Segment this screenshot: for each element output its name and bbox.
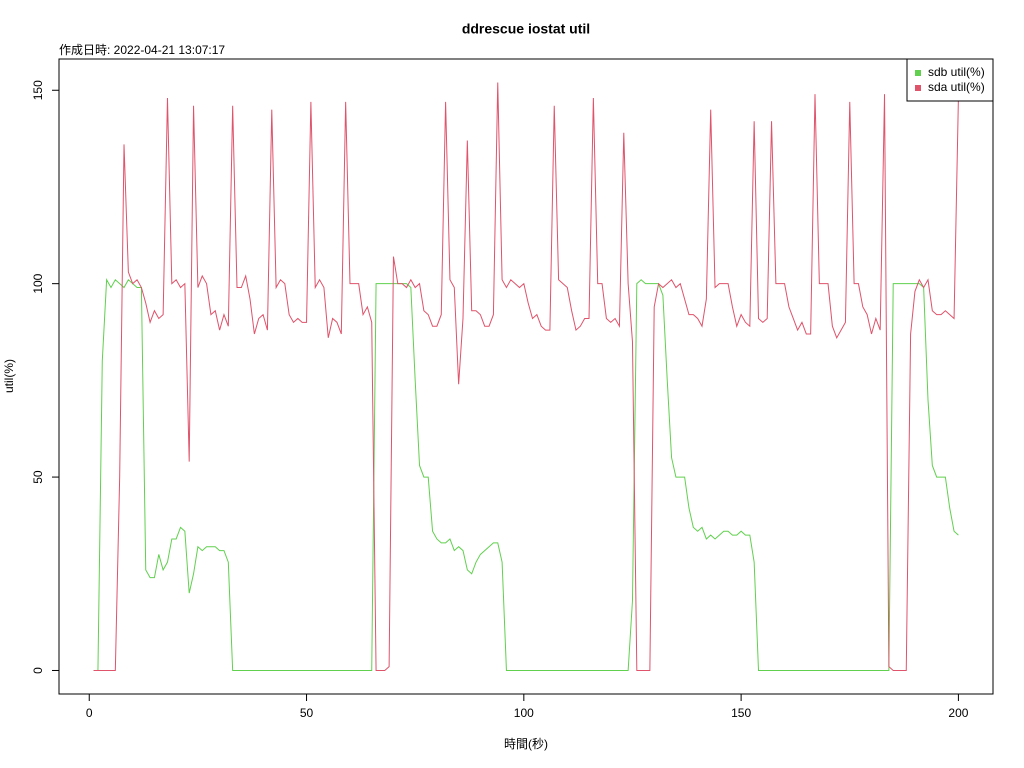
legend-swatch xyxy=(915,70,921,76)
legend-label: sdb util(%) xyxy=(928,65,985,79)
x-tick-label: 0 xyxy=(86,706,93,720)
legend-swatch xyxy=(915,85,921,91)
x-axis-label: 時間(秒) xyxy=(504,737,548,751)
chart-subtitle: 作成日時: 2022-04-21 13:07:17 xyxy=(59,43,225,57)
y-tick-label: 100 xyxy=(31,273,45,293)
series-line xyxy=(93,278,959,671)
legend-label: sda util(%) xyxy=(928,80,985,94)
series-line xyxy=(93,82,959,671)
y-tick-label: 50 xyxy=(31,470,45,484)
chart-title: ddrescue iostat util xyxy=(462,21,590,37)
x-tick-label: 50 xyxy=(300,706,314,720)
y-axis-label: util(%) xyxy=(2,359,16,393)
y-tick-label: 150 xyxy=(31,80,45,100)
x-tick-label: 200 xyxy=(948,706,968,720)
x-tick-label: 150 xyxy=(731,706,751,720)
x-tick-label: 100 xyxy=(514,706,534,720)
y-tick-label: 0 xyxy=(31,667,45,674)
legend-box xyxy=(906,58,994,102)
